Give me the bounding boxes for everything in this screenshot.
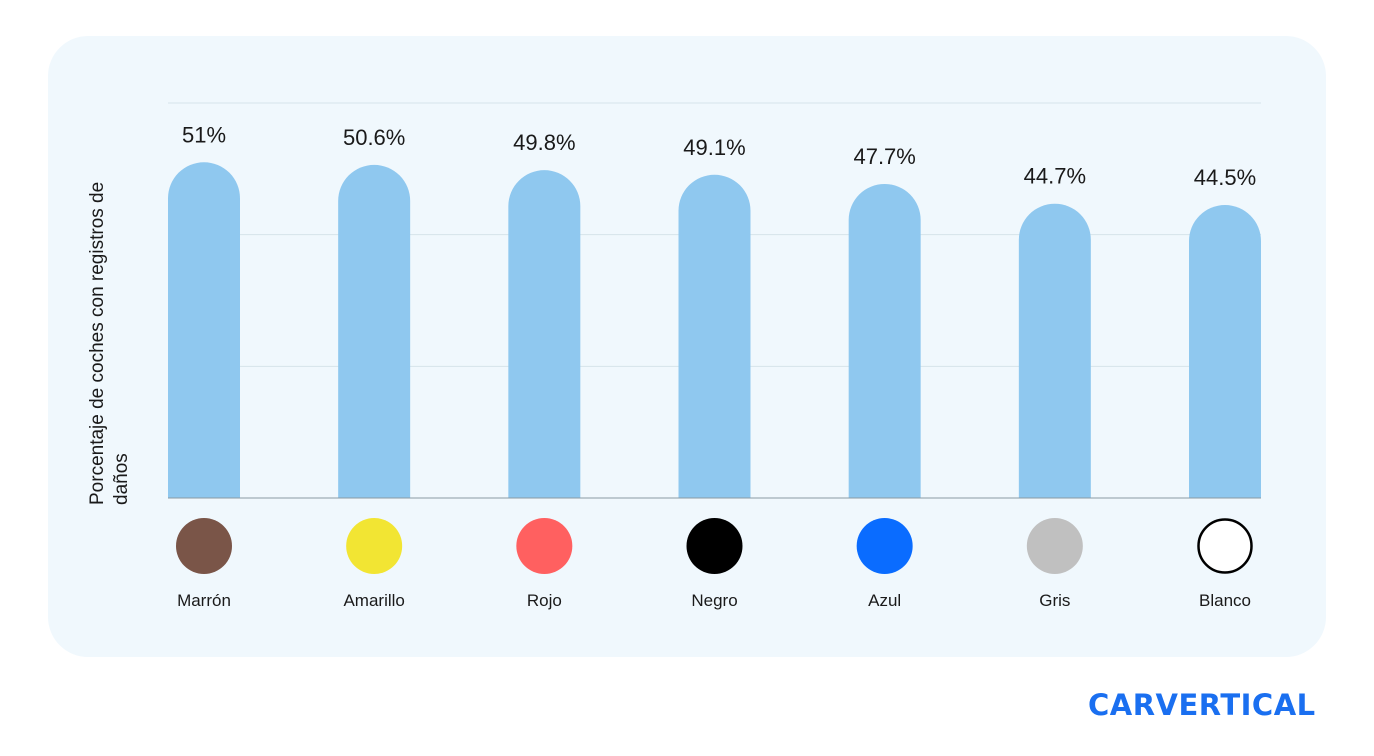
category-label: Amarillo [343, 591, 404, 610]
category-label: Negro [691, 591, 737, 610]
data-label: 44.7% [1024, 164, 1086, 189]
data-label: 49.8% [513, 130, 575, 155]
bar-negro [678, 174, 751, 498]
data-label: 51% [182, 122, 226, 147]
color-swatch-marrón [176, 518, 232, 574]
category-label: Gris [1039, 591, 1070, 610]
carvertical-logo: CARVERTICAL [1088, 688, 1316, 722]
bar-gris [1018, 203, 1091, 498]
category-label: Rojo [527, 591, 562, 610]
color-swatch-rojo [516, 518, 573, 574]
bar-blanco [1189, 205, 1261, 498]
category-label: Azul [868, 591, 901, 610]
color-swatch-negro [686, 518, 743, 574]
color-swatch-blanco [1197, 518, 1253, 574]
y-axis-label: Porcentaje de coches con registros de da… [87, 181, 132, 505]
data-label: 44.5% [1194, 165, 1256, 190]
data-label: 47.7% [853, 144, 915, 169]
color-swatch-gris [1026, 518, 1083, 574]
color-swatch-azul [856, 518, 913, 574]
bar-rojo [508, 170, 581, 498]
category-label: Marrón [177, 591, 231, 610]
category-label: Blanco [1199, 591, 1251, 610]
data-label: 50.6% [343, 125, 405, 150]
data-label: 49.1% [683, 135, 745, 160]
bar-azul [848, 183, 921, 498]
color-swatch-amarillo [346, 518, 403, 574]
bar-amarillo [338, 164, 411, 498]
bar-marrón [168, 162, 240, 498]
